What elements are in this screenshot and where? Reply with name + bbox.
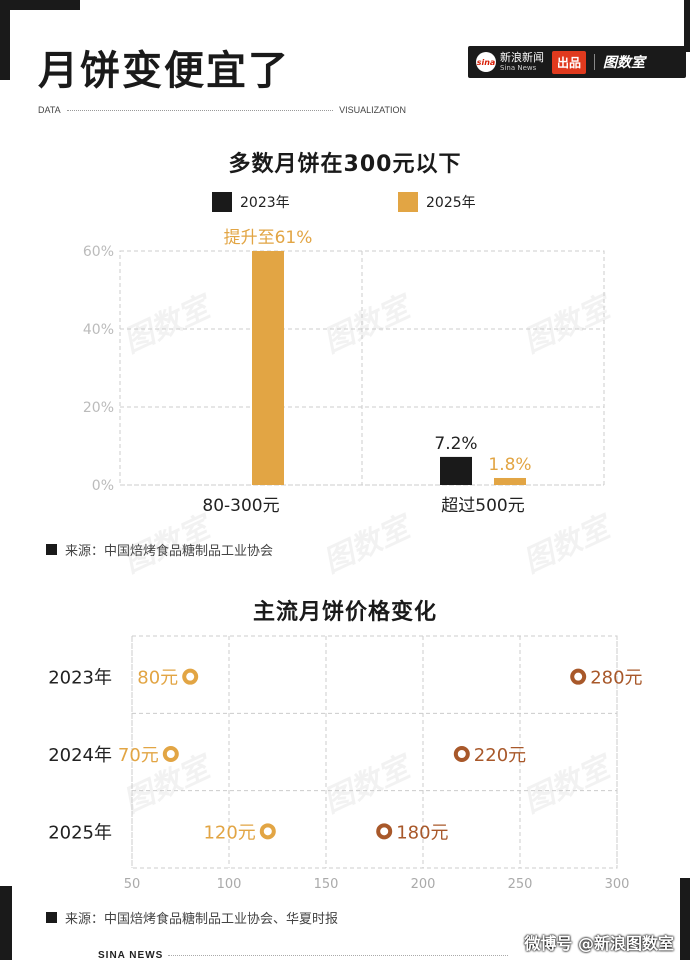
low-label: 70元 <box>118 745 159 766</box>
source-text-1: 来源：中国焙烤食品糖制品工业协会 <box>65 544 274 559</box>
y-tick-label: 2024年 <box>48 745 112 766</box>
tushu-logo: 图数室 <box>603 55 646 71</box>
visualization-label: VISUALIZATION <box>339 105 406 115</box>
x-tick-label: 300 <box>605 877 630 892</box>
legend-swatch-2023 <box>212 192 232 212</box>
bar <box>440 456 472 485</box>
y-tick-label: 20% <box>83 400 114 416</box>
sina-logo-icon: sina <box>476 52 496 72</box>
high-label: 220元 <box>474 745 526 766</box>
corner-decoration <box>0 886 12 960</box>
brand-logo-bar: sina 新浪新闻 Sina News 出品 图数室 <box>468 46 686 78</box>
bar-chart-title: 多数月饼在300元以下 <box>228 152 462 177</box>
data-visualization-rule: DATA VISUALIZATION <box>38 105 406 115</box>
bar-chart: 0% 20% 40% 60% 80-300元 提升至61% 超过500元 7.2% 1.8% <box>83 228 605 516</box>
source-text-2: 来源：中国焙烤食品糖制品工业协会、华夏时报 <box>65 912 339 927</box>
chupin-badge: 出品 <box>552 50 587 74</box>
data-label: 提升至61% <box>224 228 313 248</box>
y-tick-label: 40% <box>83 322 114 338</box>
legend-label-2023: 2023年 <box>240 195 290 211</box>
low-point <box>259 823 276 840</box>
footer-sina-news: SINA NEWS <box>98 950 164 961</box>
y-tick-label: 2025年 <box>48 822 112 843</box>
page-title: 月饼变便宜了 <box>38 48 290 94</box>
legend-2025: 2025年 <box>398 192 476 212</box>
low-point <box>162 746 179 762</box>
corner-decoration <box>0 0 80 10</box>
brand-divider <box>594 54 596 70</box>
weibo-handle: 微博号 @新浪图数室 <box>524 934 674 953</box>
source-bullet <box>46 544 57 555</box>
high-label: 280元 <box>590 668 642 689</box>
footer-rule <box>168 955 508 956</box>
corner-decoration <box>684 0 690 52</box>
x-tick-label: 100 <box>217 877 242 892</box>
legend-label-2025: 2025年 <box>426 195 476 211</box>
data-label: 1.8% <box>488 455 531 475</box>
x-tick-label: 150 <box>314 877 339 892</box>
sina-news-cn: 新浪新闻 <box>500 51 544 64</box>
high-point <box>570 668 587 685</box>
y-tick-label: 2023年 <box>48 668 112 689</box>
dumbbell-chart-title: 主流月饼价格变化 <box>252 600 437 625</box>
x-tick-label: 80-300元 <box>202 496 279 516</box>
data-label: DATA <box>38 105 61 115</box>
legend-2023: 2023年 <box>212 192 290 212</box>
dotted-rule <box>66 109 334 111</box>
high-point <box>453 746 470 762</box>
x-tick-label: 200 <box>411 877 436 892</box>
bar <box>252 251 284 485</box>
y-tick-label: 60% <box>83 244 114 260</box>
legend-swatch-2025 <box>398 192 418 212</box>
source-bullet <box>46 912 57 923</box>
corner-decoration <box>680 878 690 960</box>
bar <box>494 477 526 485</box>
data-label: 7.2% <box>434 434 477 454</box>
low-point <box>182 668 199 685</box>
source-note-2: 来源：中国焙烤食品糖制品工业协会、华夏时报 <box>46 908 338 927</box>
high-label: 180元 <box>396 822 448 843</box>
source-note-1: 来源：中国焙烤食品糖制品工业协会 <box>46 540 273 559</box>
sina-news-brand: 新浪新闻 Sina News <box>500 52 544 72</box>
dumbbell-chart: 50 100 150 200 250 300 2023年 80元 280元 2024年 70元 220… <box>48 635 643 892</box>
y-tick-label: 0% <box>92 478 114 494</box>
low-label: 120元 <box>203 822 255 843</box>
x-tick-label: 50 <box>124 877 141 892</box>
sina-news-en: Sina News <box>500 64 537 72</box>
high-point <box>376 823 393 840</box>
x-tick-label: 250 <box>508 877 533 892</box>
corner-decoration <box>0 0 10 80</box>
x-tick-label: 超过500元 <box>441 496 524 516</box>
low-label: 80元 <box>137 668 178 689</box>
